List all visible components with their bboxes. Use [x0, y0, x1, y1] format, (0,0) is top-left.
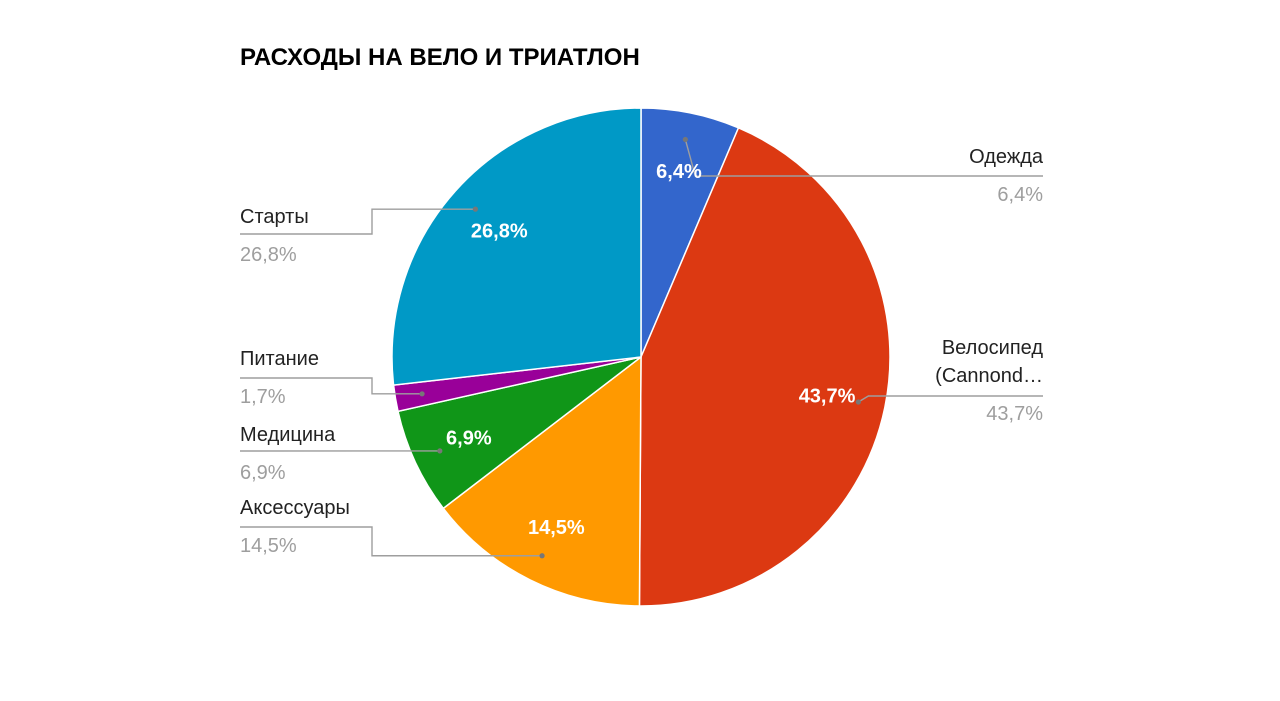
slice-1-leader-dot [682, 136, 688, 143]
slice-3 [442, 355, 642, 607]
slice-6-legend-name: Старты [240, 206, 309, 228]
slice-6-pct-label: 26,8% [471, 220, 528, 242]
leader-lines [239, 136, 1043, 559]
slice-5-legend-name: Питание [240, 348, 319, 370]
slice-2 [638, 126, 891, 607]
slice-4-leader-dot [437, 448, 443, 454]
slice-2-legend-pct: 43,7% [986, 403, 1043, 425]
slice-4-legend-pct: 6,9% [240, 462, 286, 484]
slice-6-legend-pct: 26,8% [240, 244, 297, 266]
slice-3-legend-name: Аксессуары [240, 497, 350, 519]
slice-2-legend-name-line: Велосипед [942, 337, 1044, 359]
slice-3-leader-line [240, 526, 543, 557]
slice-5-leader-line [240, 377, 423, 395]
slice-6-leader-dot [472, 206, 479, 212]
slice-1-pct-label: 6,4% [656, 161, 702, 183]
slice-4 [397, 356, 642, 510]
slice-2-pct-label: 43,7% [799, 386, 856, 408]
slice-6-leader-line [240, 208, 476, 235]
slice-5-leader-dot [419, 391, 425, 397]
slice-2-legend-name-line: (Cannond… [935, 365, 1043, 387]
slice-5-legend-pct: 1,7% [240, 386, 286, 408]
slice-labels: 6,4% 43,7% 14,5% 6,9% 26,8% [446, 161, 856, 539]
slice-3-legend-name-line: Аксессуары [240, 497, 350, 519]
slice-1-legend-pct: 6,4% [997, 184, 1043, 206]
slice-4-legend-name: Медицина [240, 424, 336, 446]
slice-6-legend-name-line: Старты [240, 206, 309, 228]
slice-3-leader-dot [539, 553, 545, 559]
chart-title: РАСХОДЫ НА ВЕЛО И ТРИАТЛОН [240, 44, 640, 71]
slice-4-pct-label: 6,9% [446, 427, 492, 449]
slice-2-legend-name: Велосипед (Cannond… [935, 337, 1043, 387]
slice-3-pct-label: 14,5% [528, 517, 585, 539]
slice-1-leader-line [684, 139, 1043, 177]
slice-3-legend-pct: 14,5% [240, 535, 297, 557]
slice-4-legend-name-line: Медицина [240, 424, 336, 446]
pie-slices [391, 107, 891, 607]
slice-2-leader-line [858, 395, 1043, 403]
slice-5-legend-name-line: Питание [240, 348, 319, 370]
slice-6 [391, 107, 642, 386]
legend-labels: Одежда 6,4% Велосипед (Cannond… 43,7% Аксессу… [240, 146, 1044, 557]
slice-1-legend-name-line: Одежда [969, 146, 1044, 168]
slice-2-leader-dot [855, 399, 861, 405]
slice-1-legend-name: Одежда [969, 146, 1044, 168]
